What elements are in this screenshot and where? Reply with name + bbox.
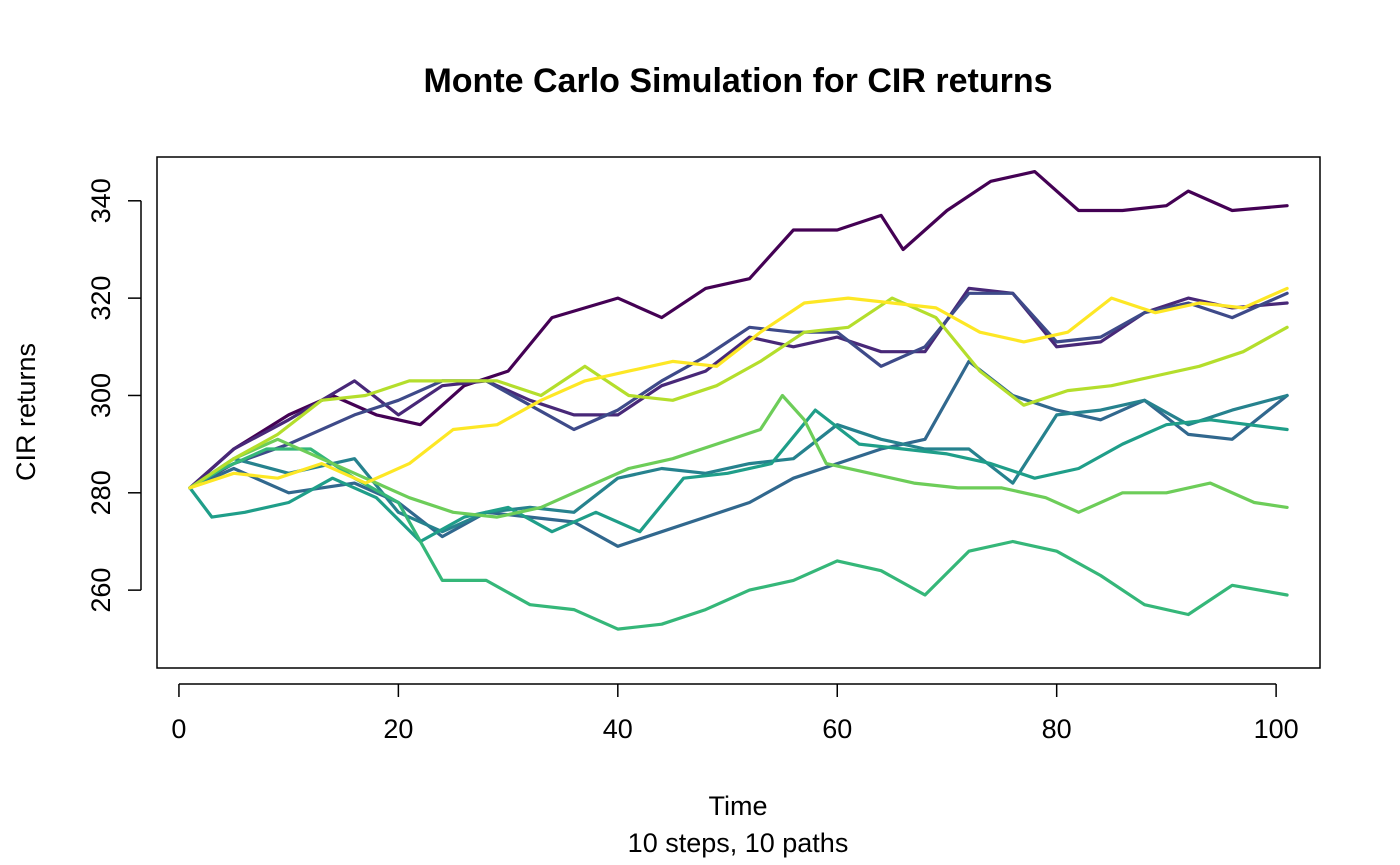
series-line-2 bbox=[188, 286, 1289, 490]
series-group bbox=[188, 170, 1289, 631]
series-line-3 bbox=[188, 291, 1289, 490]
series-line-9 bbox=[188, 296, 1289, 490]
y-tick-label: 340 bbox=[86, 178, 116, 223]
x-tick-label: 0 bbox=[171, 714, 186, 744]
y-tick-label: 320 bbox=[86, 276, 116, 321]
series-line-8 bbox=[188, 393, 1289, 519]
x-axis-label: Time bbox=[709, 791, 768, 821]
x-tick-label: 40 bbox=[603, 714, 633, 744]
y-tick-label: 280 bbox=[86, 470, 116, 515]
x-tick-label: 80 bbox=[1042, 714, 1072, 744]
series-line-6 bbox=[188, 408, 1289, 544]
series-line-10 bbox=[188, 286, 1289, 490]
x-tick-label: 20 bbox=[383, 714, 413, 744]
series-line-4 bbox=[188, 359, 1289, 548]
series-line-1 bbox=[188, 170, 1289, 490]
y-tick-label: 260 bbox=[86, 568, 116, 613]
x-tick-label: 60 bbox=[822, 714, 852, 744]
y-axis: 260 280 300 320 340 bbox=[86, 178, 142, 613]
plot-frame bbox=[156, 156, 1321, 669]
y-axis-label: CIR returns bbox=[11, 343, 41, 481]
x-axis: 0 20 40 60 80 100 bbox=[171, 683, 1299, 744]
chart-title: Monte Carlo Simulation for CIR returns bbox=[423, 62, 1052, 100]
x-tick-label: 100 bbox=[1254, 714, 1299, 744]
series-line-7 bbox=[188, 447, 1289, 631]
y-tick-label: 300 bbox=[86, 373, 116, 418]
series-line-5 bbox=[188, 393, 1289, 534]
chart-subtitle: 10 steps, 10 paths bbox=[628, 828, 849, 858]
